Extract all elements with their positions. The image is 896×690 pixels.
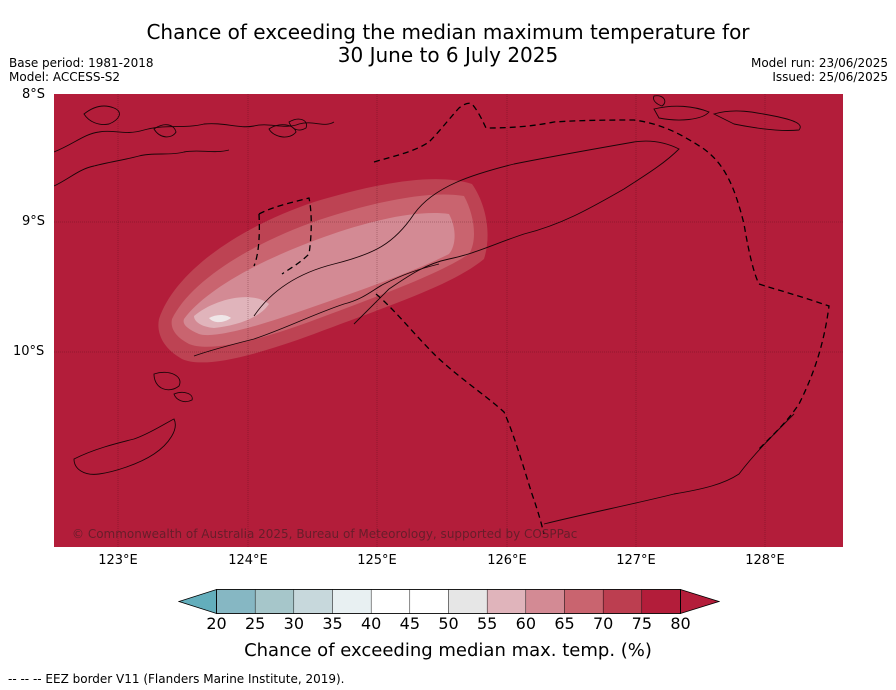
colorbar-segment: [409, 589, 449, 614]
colorbar-tick-label: 60: [515, 614, 537, 633]
issued-date: Issued: 25/06/2025: [772, 70, 888, 84]
eez-timor-leste-south: [375, 293, 545, 535]
contour-55: [209, 315, 231, 323]
colorbar-tick-label: 30: [283, 614, 305, 633]
model-run: Model run: 23/06/2025: [750, 56, 888, 70]
colorbar-segment: [332, 589, 372, 614]
lat-label-8s: 8°S: [22, 87, 46, 102]
lon-label-125e: 125°E: [357, 553, 397, 568]
lon-label-128e: 128°E: [745, 553, 785, 568]
colorbar-segment: [254, 589, 295, 614]
colorbar-tick-label: 80: [670, 614, 691, 633]
lat-label-9s: 9°S: [22, 214, 46, 229]
colorbar-segment: [216, 589, 256, 614]
colorbar-segment: [602, 589, 643, 614]
coast-wetar-babar: [653, 95, 801, 131]
colorbar-segment: [448, 589, 488, 614]
colorbar-tick-label: 50: [438, 614, 459, 633]
colorbar-tick-label: 20: [206, 614, 227, 633]
colorbar-tick-label: 70: [592, 614, 614, 633]
colorbar-segment: [641, 589, 681, 614]
colorbar: [178, 588, 720, 615]
colorbar-tick-label: 35: [322, 614, 343, 633]
colorbar-tick-label: 45: [399, 614, 421, 633]
coastlines: [54, 95, 801, 525]
probability-contours: [158, 179, 488, 363]
lon-label-127e: 127°E: [616, 553, 656, 568]
colorbar-frame: [216, 589, 681, 614]
forecast-map: © Commonwealth of Australia 2025, Bureau…: [54, 94, 843, 547]
coast-timor-north: [253, 140, 680, 325]
colorbar-extend-high: [680, 588, 720, 615]
colorbar-tick-label: 25: [244, 614, 266, 633]
colorbar-tick-label: 65: [554, 614, 575, 633]
colorbar-tick-label: 75: [631, 614, 653, 633]
colorbar-segment: [486, 589, 527, 614]
copyright-notice: © Commonwealth of Australia 2025, Bureau…: [72, 527, 577, 541]
eez-timor-leste-east: [758, 283, 830, 450]
coast-flores-alor: [54, 121, 335, 187]
eez-footnote: -- -- -- EEZ border V11 (Flanders Marine…: [8, 672, 345, 686]
colorbar-segment: [564, 589, 604, 614]
eez-borders: [253, 102, 830, 535]
base-period: Base period: 1981-2018: [9, 56, 154, 70]
lon-label-126e: 126°E: [487, 553, 527, 568]
chart-title-line1: Chance of exceeding the median maximum t…: [146, 20, 750, 44]
graticule: [54, 94, 843, 547]
lat-label-10s: 10°S: [13, 344, 45, 359]
colorbar-title: Chance of exceeding median max. temp. (%…: [244, 640, 652, 661]
coast-rote-savu: [153, 371, 193, 403]
chart-title-line2: 30 June to 6 July 2025: [337, 43, 559, 67]
colorbar-tick-label: 40: [360, 614, 382, 633]
colorbar-segment: [293, 589, 333, 614]
model-name: Model: ACCESS-S2: [9, 70, 121, 84]
lon-label-124e: 124°E: [228, 553, 268, 568]
colorbar-tick-label: 55: [476, 614, 498, 633]
coast-timor-south: [193, 263, 440, 357]
colorbar-segment: [370, 589, 411, 614]
eez-timor-leste-north: [373, 102, 760, 285]
colorbar-segment: [525, 589, 565, 614]
eez-oecusse-west: [253, 213, 260, 267]
lon-label-123e: 123°E: [98, 553, 138, 568]
coast-sumba: [73, 418, 176, 475]
colorbar-segments: [178, 588, 720, 615]
colorbar-extend-low: [178, 588, 217, 615]
coast-islands-north: [83, 105, 307, 138]
